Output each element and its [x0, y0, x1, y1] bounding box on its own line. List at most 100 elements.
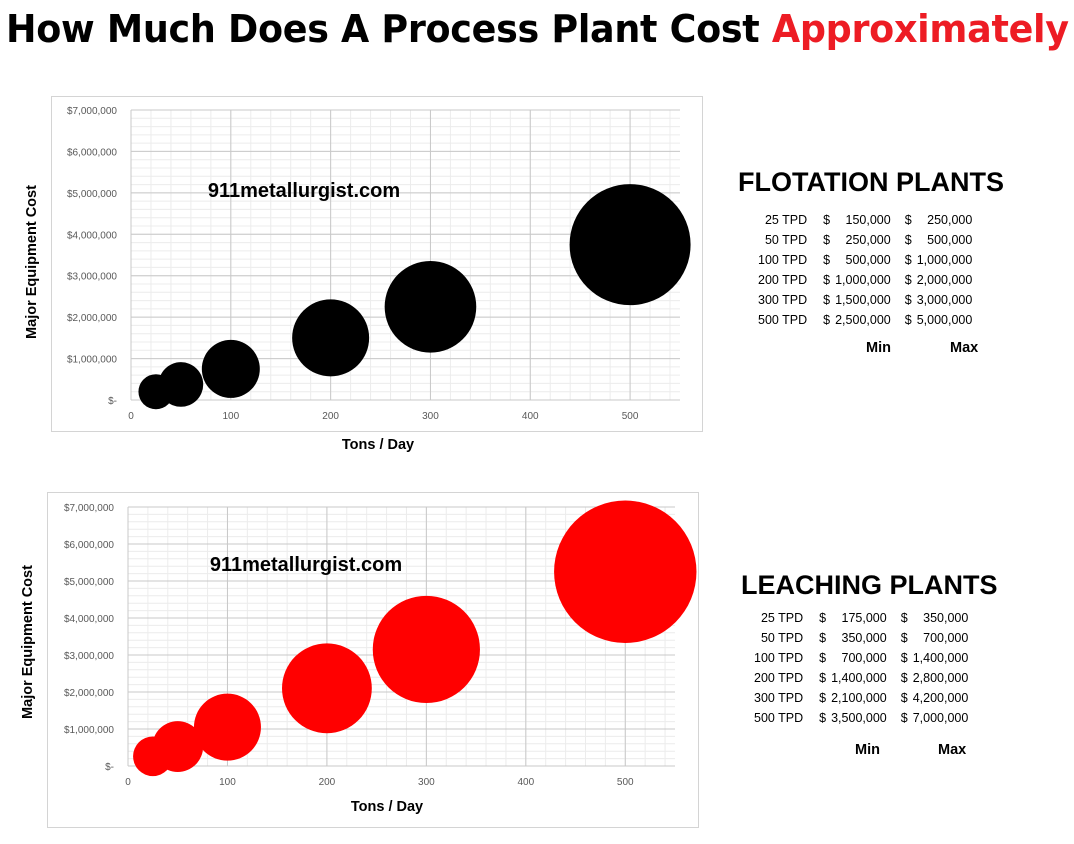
max-cost: 3,000,000 [916, 293, 973, 307]
table-row: 25 TPD $175,000 $350,000 [754, 608, 968, 628]
bubble-point [554, 500, 697, 643]
table-row: 200 TPD $1,400,000 $2,800,000 [754, 668, 968, 688]
currency-symbol: $ [904, 273, 912, 287]
x-tick-label: 200 [319, 777, 336, 788]
row-label: 50 TPD [764, 233, 808, 247]
leaching-cost-table: 25 TPD $175,000 $350,000 50 TPD $350,000 $700… [754, 608, 968, 728]
flotation-cost-table: 25 TPD $150,000 $250,000 50 TPD $250,000 $500… [758, 210, 972, 330]
currency-symbol: $ [904, 233, 912, 247]
currency-symbol: $ [904, 313, 912, 327]
max-cost: 1,000,000 [916, 253, 973, 267]
min-cost: 700,000 [841, 651, 887, 665]
y-tick-label: $2,000,000 [67, 313, 117, 324]
currency-symbol: $ [823, 233, 831, 247]
currency-symbol: $ [904, 253, 912, 267]
table-row: 100 TPD $700,000 $1,400,000 [754, 648, 968, 668]
x-axis-title: Tons / Day [351, 799, 423, 815]
min-cost: 150,000 [845, 213, 891, 227]
min-cost: 175,000 [841, 611, 887, 625]
row-label: 500 TPD [754, 711, 804, 725]
x-tick-label: 400 [522, 411, 539, 422]
currency-symbol: $ [819, 611, 827, 625]
max-cost: 7,000,000 [912, 711, 969, 725]
y-tick-label: $- [108, 396, 117, 407]
bubble-point [569, 184, 691, 306]
currency-symbol: $ [819, 691, 827, 705]
max-cost: 2,000,000 [916, 273, 973, 287]
min-cost: 1,000,000 [835, 273, 891, 287]
table-row: 25 TPD $150,000 $250,000 [758, 210, 972, 230]
y-tick-label: $1,000,000 [67, 355, 117, 366]
currency-symbol: $ [819, 651, 827, 665]
table-row: 50 TPD $250,000 $500,000 [758, 230, 972, 250]
bubble-point [152, 721, 204, 772]
row-label: 300 TPD [754, 691, 804, 705]
x-tick-label: 300 [418, 777, 435, 788]
flotation-min-header: Min [866, 340, 891, 356]
y-tick-label: $3,000,000 [64, 651, 114, 662]
min-cost: 2,100,000 [831, 691, 887, 705]
min-cost: 1,500,000 [835, 293, 891, 307]
chart-flotation: 0 100 200 300 400 500 $- $1,000,000 $2,000,000 $3… [24, 96, 703, 453]
min-cost: 3,500,000 [831, 711, 887, 725]
page-title: How Much Does A Process Plant Cost Appro… [6, 4, 1069, 54]
currency-symbol: $ [900, 611, 908, 625]
row-label: 200 TPD [758, 273, 808, 287]
currency-symbol: $ [900, 671, 908, 685]
row-label: 25 TPD [764, 213, 808, 227]
watermark-text: 911metallurgist.com [210, 554, 402, 576]
y-tick-label: $6,000,000 [67, 147, 117, 158]
row-label: 50 TPD [760, 631, 804, 645]
currency-symbol: $ [900, 711, 908, 725]
y-tick-label: $7,000,000 [67, 106, 117, 117]
bubble-point [201, 339, 260, 398]
x-tick-label: 0 [128, 411, 134, 422]
row-label: 300 TPD [758, 293, 808, 307]
min-cost: 250,000 [845, 233, 891, 247]
y-tick-label: $4,000,000 [67, 230, 117, 241]
currency-symbol: $ [823, 273, 831, 287]
x-tick-label: 100 [222, 411, 239, 422]
x-tick-label: 500 [617, 777, 634, 788]
table-row: 300 TPD $2,100,000 $4,200,000 [754, 688, 968, 708]
x-tick-label: 500 [622, 411, 639, 422]
y-tick-label: $- [105, 762, 114, 773]
bubble-point [282, 643, 372, 734]
currency-symbol: $ [904, 213, 912, 227]
y-tick-label: $5,000,000 [67, 189, 117, 200]
bubble-point [158, 362, 204, 407]
max-cost: 5,000,000 [916, 313, 973, 327]
max-cost: 2,800,000 [912, 671, 969, 685]
row-label: 25 TPD [760, 611, 804, 625]
row-label: 100 TPD [758, 253, 808, 267]
flotation-table-title: FLOTATION PLANTS [738, 167, 1004, 197]
x-tick-label: 100 [219, 777, 236, 788]
y-tick-label: $4,000,000 [64, 614, 114, 625]
row-label: 200 TPD [754, 671, 804, 685]
leaching-max-header: Max [938, 742, 967, 758]
table-row: 500 TPD $3,500,000 $7,000,000 [754, 708, 968, 728]
y-axis-title: Major Equipment Cost [24, 185, 40, 339]
currency-symbol: $ [823, 313, 831, 327]
bubble-point [193, 693, 261, 761]
flotation-max-header: Max [950, 340, 979, 356]
table-row: 500 TPD $2,500,000 $5,000,000 [758, 310, 972, 330]
table-row: 300 TPD $1,500,000 $3,000,000 [758, 290, 972, 310]
min-cost: 500,000 [845, 253, 891, 267]
y-tick-label: $1,000,000 [64, 725, 114, 736]
table-row: 50 TPD $350,000 $700,000 [754, 628, 968, 648]
x-axis-title: Tons / Day [342, 437, 414, 453]
currency-symbol: $ [819, 631, 827, 645]
max-cost: 1,400,000 [912, 651, 969, 665]
x-tick-label: 300 [422, 411, 439, 422]
currency-symbol: $ [900, 631, 908, 645]
max-cost: 700,000 [923, 631, 969, 645]
currency-symbol: $ [819, 711, 827, 725]
leaching-min-header: Min [855, 742, 880, 758]
y-tick-label: $5,000,000 [64, 577, 114, 588]
min-cost: 350,000 [841, 631, 887, 645]
min-cost: 1,400,000 [831, 671, 887, 685]
page-title-accent: Approximately [771, 7, 1069, 51]
currency-symbol: $ [904, 293, 912, 307]
